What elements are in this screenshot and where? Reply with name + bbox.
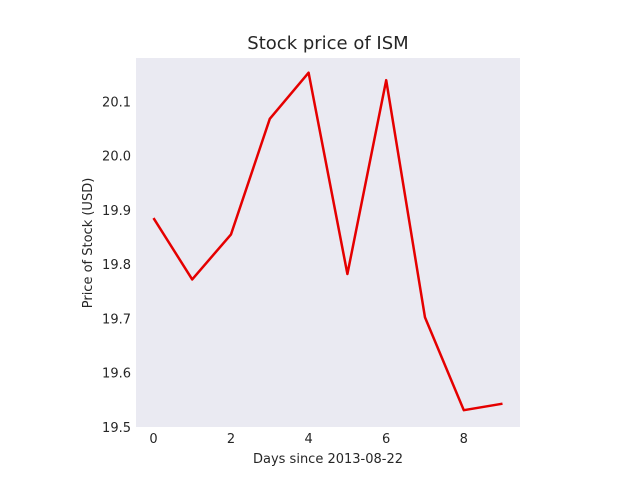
x-tick-labels: 0 2 4 6 8 [149,432,468,447]
x-tick-label: 8 [460,432,468,447]
y-tick-label: 19.6 [102,367,131,382]
y-axis-label: Price of Stock (USD) [81,178,96,309]
x-tick-label: 6 [382,432,390,447]
y-tick-label: 20.0 [102,150,131,165]
plot-area [136,58,520,427]
series-line-0 [152,71,503,412]
x-tick-label: 2 [227,432,235,447]
y-tick-label: 19.9 [102,204,131,219]
y-tick-label: 20.1 [102,95,131,110]
x-tick-label: 4 [304,432,312,447]
x-tick-label: 0 [149,432,157,447]
chart-title: Stock price of ISM [247,33,408,54]
series-layer [152,71,503,412]
y-tick-label: 19.5 [102,421,131,436]
y-tick-labels: 19.5 19.6 19.7 19.8 19.9 20.0 20.1 [102,95,131,436]
y-tick-label: 19.7 [102,313,131,328]
y-tick-label: 19.8 [102,258,131,273]
x-axis-label: Days since 2013-08-22 [253,452,403,467]
